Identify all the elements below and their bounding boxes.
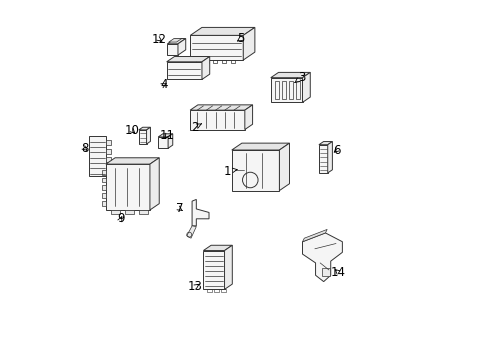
- Polygon shape: [328, 141, 332, 173]
- Polygon shape: [167, 57, 210, 62]
- Text: 1: 1: [223, 165, 237, 178]
- Polygon shape: [202, 57, 210, 80]
- Polygon shape: [101, 193, 106, 198]
- Polygon shape: [139, 210, 148, 214]
- Polygon shape: [167, 62, 202, 80]
- Polygon shape: [150, 158, 159, 210]
- Polygon shape: [139, 127, 150, 130]
- Polygon shape: [89, 136, 106, 176]
- Polygon shape: [203, 251, 224, 289]
- Text: 13: 13: [188, 280, 203, 293]
- Polygon shape: [243, 27, 255, 60]
- Polygon shape: [232, 143, 290, 150]
- Polygon shape: [168, 39, 186, 44]
- Polygon shape: [106, 157, 111, 162]
- Polygon shape: [101, 185, 106, 190]
- Polygon shape: [224, 245, 232, 289]
- Polygon shape: [101, 177, 106, 183]
- Text: 5: 5: [237, 32, 245, 45]
- Polygon shape: [125, 210, 134, 214]
- Polygon shape: [322, 268, 330, 276]
- Polygon shape: [158, 134, 173, 137]
- Text: 3: 3: [295, 71, 305, 84]
- Polygon shape: [302, 229, 327, 242]
- Polygon shape: [139, 130, 147, 144]
- Polygon shape: [101, 201, 106, 206]
- Polygon shape: [101, 170, 106, 175]
- Polygon shape: [168, 44, 178, 55]
- Polygon shape: [106, 158, 159, 164]
- Polygon shape: [187, 226, 196, 238]
- Text: 4: 4: [160, 78, 168, 91]
- Polygon shape: [147, 127, 150, 144]
- Polygon shape: [271, 72, 310, 78]
- Polygon shape: [302, 233, 343, 282]
- Polygon shape: [106, 164, 150, 210]
- Polygon shape: [279, 143, 290, 190]
- Text: 12: 12: [152, 33, 167, 46]
- Polygon shape: [178, 39, 186, 55]
- Text: 9: 9: [117, 212, 124, 225]
- Text: 2: 2: [191, 121, 201, 134]
- Polygon shape: [106, 149, 111, 153]
- Polygon shape: [245, 105, 252, 130]
- Polygon shape: [158, 137, 168, 148]
- Polygon shape: [190, 35, 243, 60]
- Text: 14: 14: [331, 266, 346, 279]
- Polygon shape: [232, 150, 279, 190]
- Polygon shape: [319, 145, 328, 173]
- Text: 11: 11: [159, 129, 174, 143]
- Polygon shape: [111, 210, 120, 214]
- Polygon shape: [190, 105, 252, 110]
- Polygon shape: [168, 134, 173, 148]
- Text: 6: 6: [333, 144, 341, 157]
- Polygon shape: [203, 245, 232, 251]
- Polygon shape: [106, 166, 111, 171]
- Text: 7: 7: [176, 202, 183, 215]
- Polygon shape: [106, 140, 111, 145]
- Polygon shape: [319, 141, 332, 145]
- Text: 10: 10: [124, 124, 140, 137]
- Polygon shape: [190, 27, 255, 35]
- Polygon shape: [302, 72, 310, 102]
- Polygon shape: [192, 199, 209, 226]
- Polygon shape: [271, 78, 302, 102]
- Polygon shape: [190, 110, 245, 130]
- Text: 8: 8: [81, 142, 88, 155]
- Polygon shape: [169, 39, 182, 42]
